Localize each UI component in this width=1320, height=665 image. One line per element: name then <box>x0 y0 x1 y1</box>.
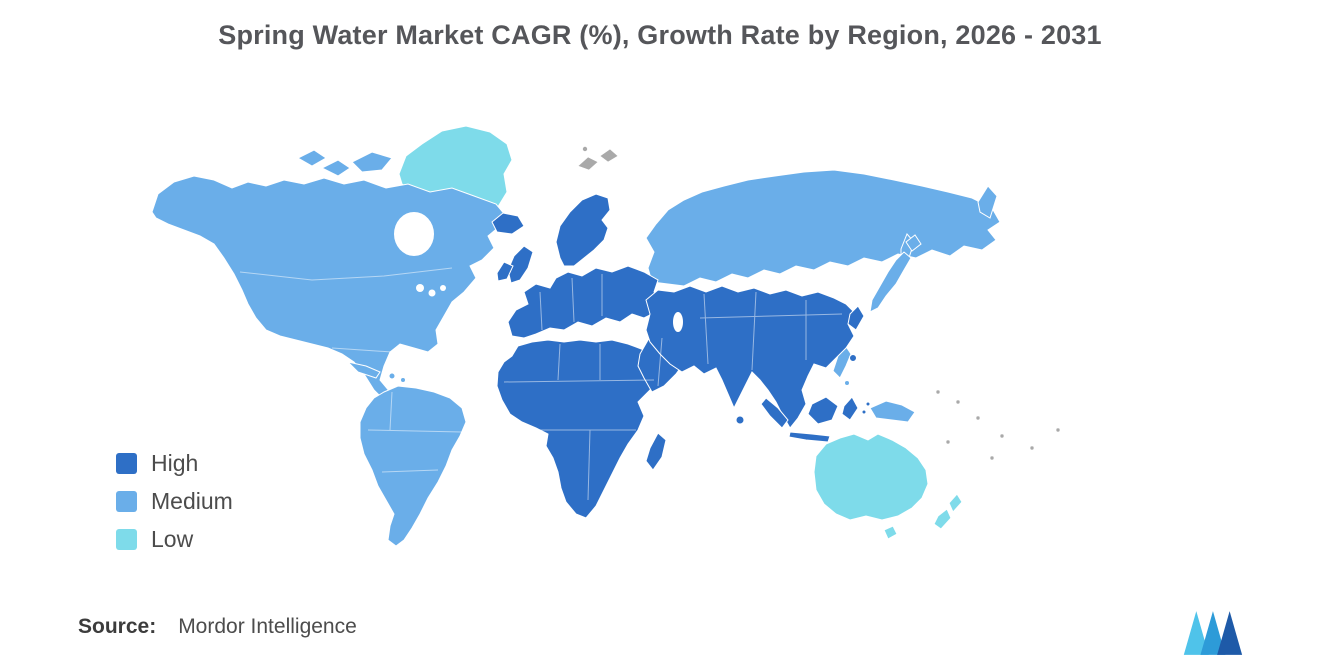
region-north-america <box>151 175 507 415</box>
region-mindanao <box>844 380 850 386</box>
region-cuba <box>346 361 381 379</box>
region-scandinavia <box>555 193 611 267</box>
great-lake-3 <box>440 285 446 291</box>
region-java <box>788 431 831 443</box>
pacific-island-6 <box>1055 427 1061 433</box>
region-new-zealand-north <box>948 493 963 513</box>
caspian-sea <box>673 312 683 332</box>
region-sri-lanka <box>735 415 745 425</box>
great-lake-2 <box>428 289 436 297</box>
pacific-island-1 <box>935 389 941 395</box>
region-asia-main <box>645 285 855 429</box>
region-japan-hokkaido <box>905 234 922 252</box>
region-uk <box>507 245 534 284</box>
legend-swatch-medium <box>116 490 137 512</box>
pacific-island-4 <box>999 433 1005 439</box>
region-europe-mainland <box>507 265 665 339</box>
mordor-intelligence-logo <box>1183 611 1243 655</box>
map-inland-water <box>394 212 683 332</box>
region-borneo <box>807 396 839 425</box>
region-taiwan <box>849 354 857 362</box>
great-lake-1 <box>416 284 424 292</box>
region-puerto-rico <box>400 377 406 383</box>
region-svalbard-1 <box>577 156 599 171</box>
legend-item-low: Low <box>116 526 233 552</box>
pacific-island-2 <box>955 399 961 405</box>
region-ireland <box>496 261 514 282</box>
logo-shape-mid <box>1200 611 1226 655</box>
legend-label-medium: Medium <box>151 487 233 514</box>
region-arctic-islands-1 <box>351 151 393 173</box>
legend: High Medium Low <box>116 450 233 564</box>
map-regions-no-data <box>577 146 1061 461</box>
region-hispaniola <box>388 372 396 380</box>
region-madagascar <box>645 432 667 471</box>
pacific-island-8 <box>989 455 995 461</box>
region-new-zealand-south <box>933 508 952 530</box>
hudson-bay <box>394 212 434 256</box>
region-moluccas-1 <box>861 409 867 415</box>
legend-swatch-low <box>116 528 137 550</box>
region-svalbard-2 <box>599 148 619 163</box>
region-new-guinea <box>869 400 916 423</box>
chart-title: Spring Water Market CAGR (%), Growth Rat… <box>218 20 1102 50</box>
legend-item-medium: Medium <box>116 488 233 514</box>
pacific-island-3 <box>975 415 981 421</box>
region-south-america <box>359 385 467 547</box>
region-russia <box>645 169 1001 287</box>
region-arctic-islands-2 <box>320 159 351 177</box>
region-africa <box>496 339 669 519</box>
region-kamchatka <box>977 185 998 219</box>
country-borders <box>239 267 843 501</box>
logo-shape-dark <box>1217 611 1243 655</box>
region-iceland <box>491 212 525 235</box>
source-value: Mordor Intelligence <box>178 615 357 638</box>
legend-item-high: High <box>116 450 233 476</box>
pacific-island-7 <box>945 439 951 445</box>
map-regions-high <box>491 193 871 519</box>
legend-swatch-high <box>116 452 137 474</box>
region-japan-honshu <box>869 251 912 313</box>
region-svalbard-3 <box>582 146 588 152</box>
region-australia <box>813 433 929 521</box>
legend-label-high: High <box>151 449 199 476</box>
source-line: Source: Mordor Intelligence <box>78 615 357 639</box>
pacific-island-5 <box>1029 445 1035 451</box>
source-label: Source: <box>78 615 157 638</box>
region-korea <box>847 305 865 331</box>
region-tasmania <box>883 525 898 540</box>
region-moluccas-2 <box>865 401 871 407</box>
logo-shape-light <box>1183 611 1209 655</box>
legend-label-low: Low <box>151 525 194 552</box>
region-sulawesi <box>841 396 859 421</box>
region-sumatra <box>760 397 789 429</box>
region-arctic-islands-3 <box>296 149 327 167</box>
